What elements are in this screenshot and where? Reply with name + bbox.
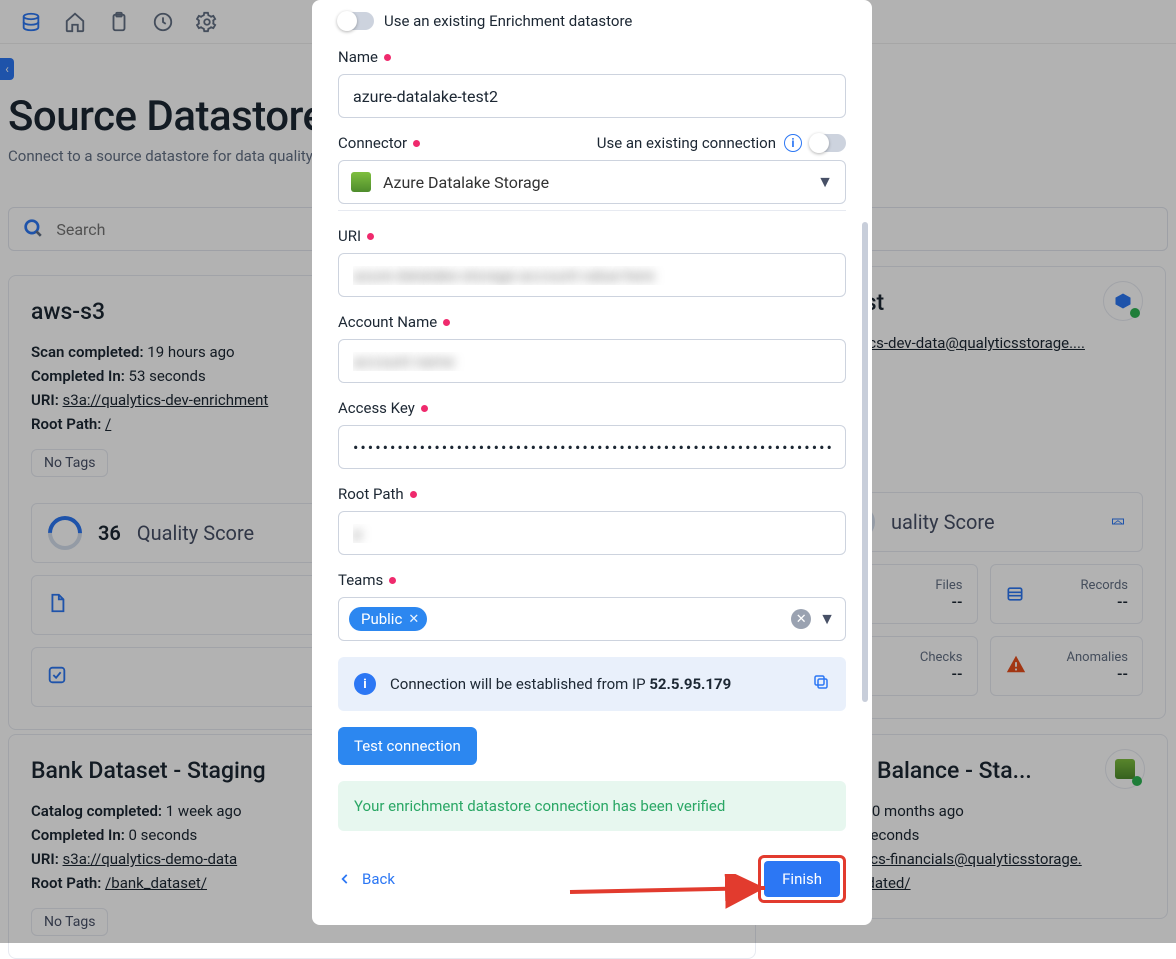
copy-icon[interactable] <box>812 673 830 695</box>
back-button[interactable]: Back <box>338 870 395 888</box>
account-name-input[interactable] <box>338 339 846 383</box>
info-icon[interactable]: i <box>784 134 802 152</box>
teams-select[interactable]: Public✕ ✕ ▼ <box>338 597 846 641</box>
add-datastore-modal: Use an existing Enrichment datastore Nam… <box>312 0 872 925</box>
ip-info-banner: i Connection will be established from IP… <box>338 657 846 711</box>
info-icon: i <box>354 673 376 695</box>
team-chip[interactable]: Public✕ <box>349 607 427 631</box>
scrollbar-thumb[interactable] <box>862 222 868 702</box>
connector-select[interactable]: Azure Datalake Storage ▼ <box>338 160 846 204</box>
chevron-down-icon: ▼ <box>819 609 835 629</box>
required-dot <box>384 54 391 61</box>
use-existing-enrichment-toggle[interactable] <box>338 12 374 30</box>
name-input[interactable] <box>338 74 846 118</box>
root-path-input[interactable] <box>338 511 846 555</box>
test-connection-button[interactable]: Test connection <box>338 727 477 765</box>
access-key-input[interactable] <box>338 425 846 469</box>
remove-chip-icon[interactable]: ✕ <box>408 612 419 627</box>
azure-datalake-icon <box>351 172 371 192</box>
finish-button[interactable]: Finish <box>764 861 840 897</box>
chevron-down-icon: ▼ <box>817 172 833 192</box>
success-banner: Your enrichment datastore connection has… <box>338 781 846 831</box>
uri-input[interactable] <box>338 253 846 297</box>
clear-teams-icon[interactable]: ✕ <box>791 609 811 629</box>
finish-callout-box: Finish <box>758 855 846 903</box>
use-existing-connection-toggle[interactable] <box>810 134 846 152</box>
